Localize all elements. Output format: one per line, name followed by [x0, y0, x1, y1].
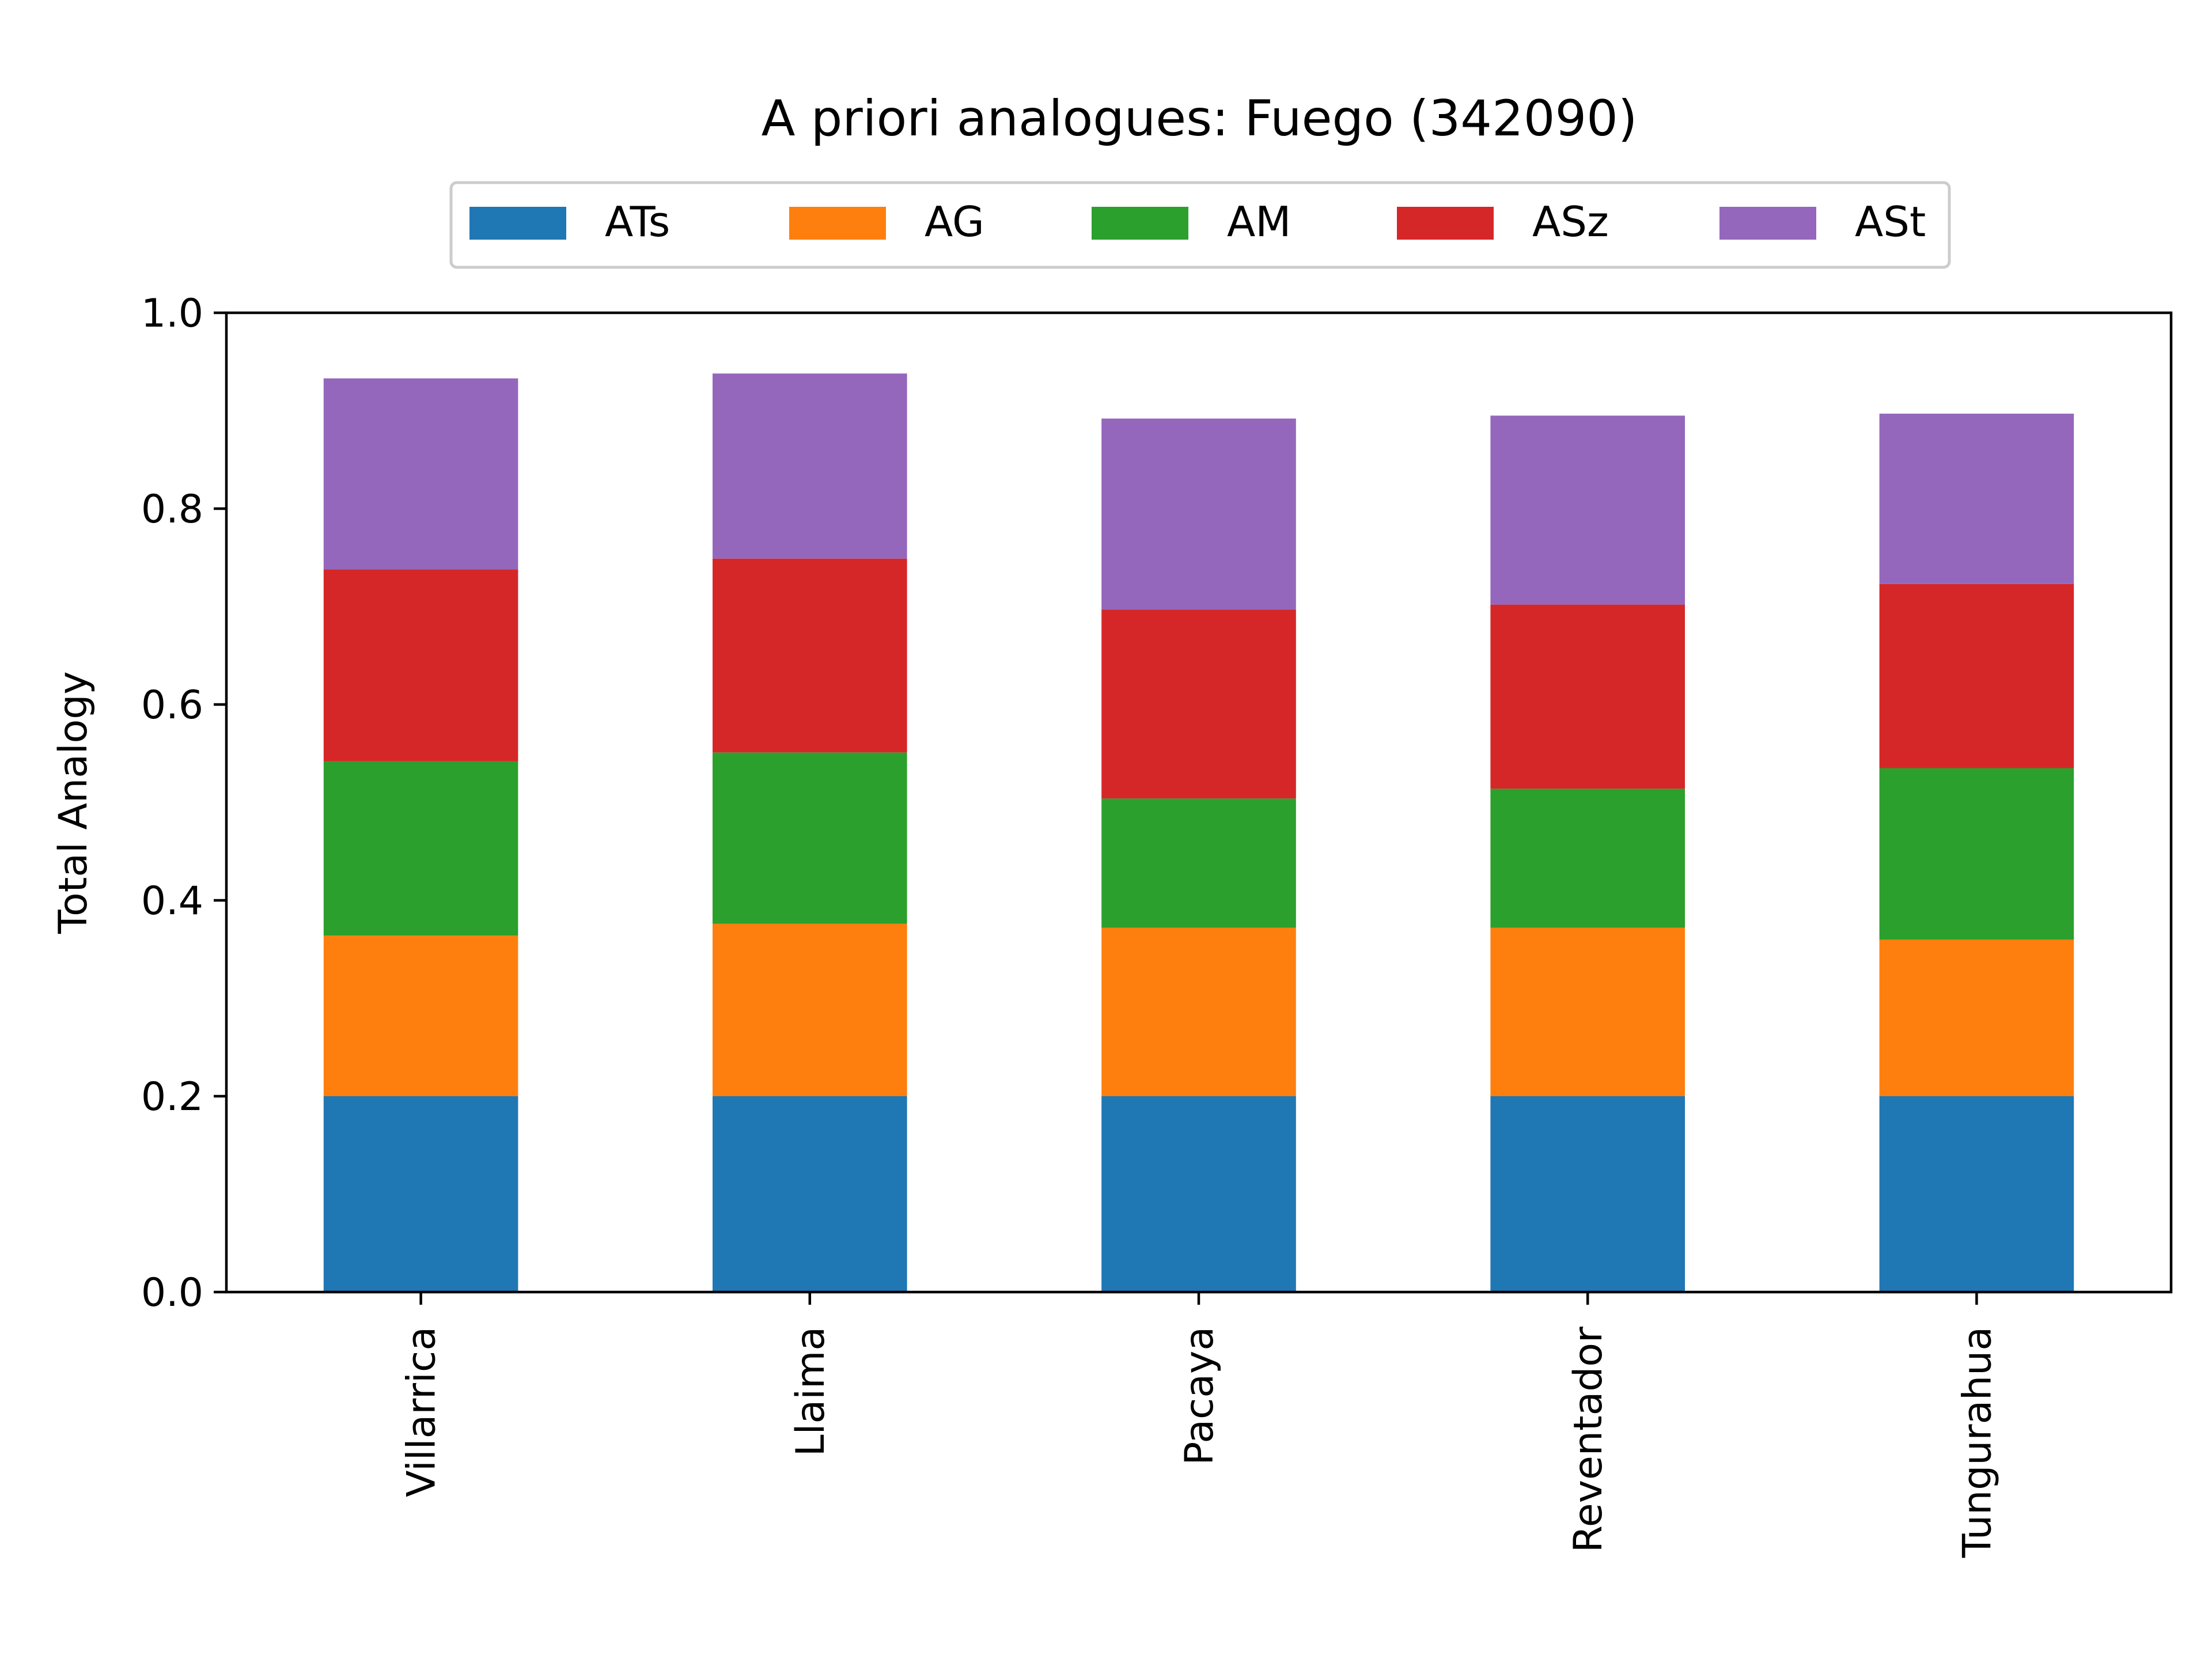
legend-frame — [449, 181, 1951, 269]
bar-am-llaima — [713, 752, 907, 924]
x-axis: Villarrica Llaima Pacaya Reventador Tungurah… — [399, 1292, 2000, 1558]
bar-ast-villarrica — [323, 378, 518, 570]
legend-swatch-ast — [1719, 207, 1816, 240]
bar-ats-llaima — [713, 1096, 907, 1292]
bar-am-villarrica — [323, 761, 518, 936]
bar-am-reventador — [1490, 789, 1685, 928]
legend-swatch-asz — [1397, 207, 1494, 240]
bar-am-pacaya — [1101, 798, 1296, 928]
bar-ag-pacaya — [1101, 927, 1296, 1096]
y-tick-label: 0.0 — [141, 1270, 203, 1316]
legend-label-am: AM — [1227, 198, 1291, 246]
bar-ast-llaima — [713, 373, 907, 559]
x-tick-label-pacaya: Pacaya — [1177, 1327, 1222, 1465]
y-axis-label: Total Analogy — [51, 671, 96, 934]
bar-ats-villarrica — [323, 1096, 518, 1292]
bar-asz-villarrica — [323, 569, 518, 762]
x-tick-label-tungurahua: Tungurahua — [1955, 1327, 2000, 1558]
chart-title: A priori analogues: Fuego (342090) — [762, 90, 1638, 147]
bar-ats-reventador — [1490, 1096, 1685, 1292]
y-tick-label: 0.4 — [141, 878, 203, 924]
legend-swatch-am — [1092, 207, 1188, 240]
bar-asz-llaima — [713, 558, 907, 753]
legend-swatch-ats — [469, 207, 566, 240]
bar-asz-reventador — [1490, 604, 1685, 789]
y-tick-label: 0.8 — [141, 487, 203, 532]
legend-label-asz: ASz — [1532, 198, 1609, 246]
bar-ast-pacaya — [1101, 418, 1296, 610]
x-tick-label-reventador: Reventador — [1566, 1327, 1611, 1552]
y-axis: 0.0 0.2 0.4 0.6 0.8 1.0 — [141, 291, 226, 1316]
bar-ag-villarrica — [323, 935, 518, 1096]
bar-ag-tungurahua — [1879, 940, 2074, 1096]
bar-ag-reventador — [1490, 927, 1685, 1096]
bar-ast-reventador — [1490, 415, 1685, 605]
y-tick-label: 1.0 — [141, 291, 203, 336]
bar-ast-tungurahua — [1879, 414, 2074, 584]
legend-label-ats: ATs — [605, 198, 670, 246]
bar-ats-pacaya — [1101, 1096, 1296, 1292]
bars-group — [323, 373, 2074, 1292]
legend: ATs AG AM ASz ASt — [449, 181, 1951, 269]
bar-ats-tungurahua — [1879, 1096, 2074, 1292]
x-tick-label-villarrica: Villarrica — [399, 1327, 445, 1497]
bar-asz-pacaya — [1101, 609, 1296, 799]
bar-am-tungurahua — [1879, 768, 2074, 940]
y-tick-label: 0.2 — [141, 1074, 203, 1120]
legend-label-ag: AG — [925, 198, 984, 246]
y-tick-label: 0.6 — [141, 683, 203, 728]
bar-asz-tungurahua — [1879, 584, 2074, 768]
legend-label-ast: ASt — [1855, 198, 1926, 246]
legend-swatch-ag — [789, 207, 886, 240]
bar-ag-llaima — [713, 923, 907, 1096]
x-tick-label-llaima: Llaima — [788, 1327, 834, 1456]
